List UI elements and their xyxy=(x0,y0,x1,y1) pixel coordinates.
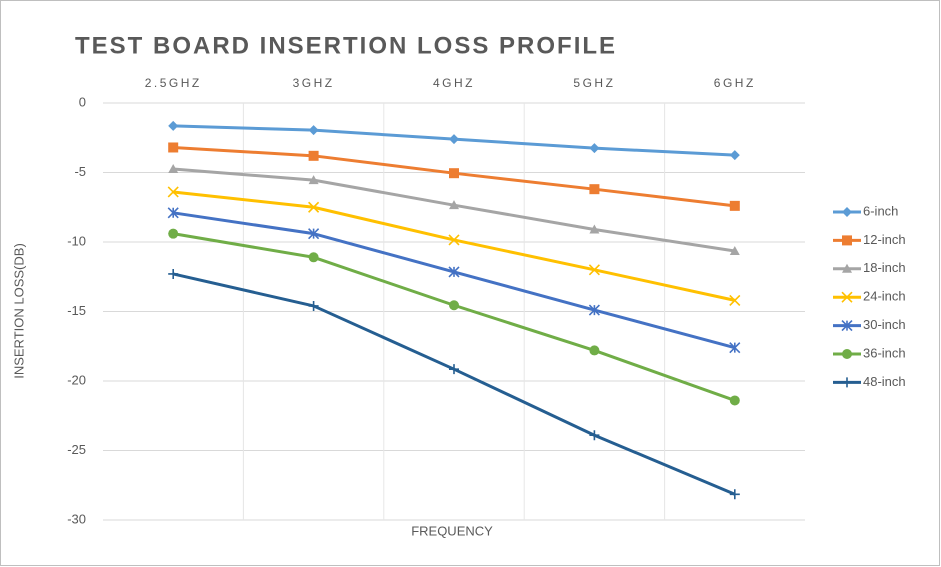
marker xyxy=(308,201,320,213)
marker xyxy=(842,207,852,217)
marker xyxy=(168,228,179,239)
legend-item: 12-inch xyxy=(833,232,906,247)
marker xyxy=(168,120,179,131)
legend-item: 30-inch xyxy=(833,317,906,332)
marker xyxy=(729,395,740,406)
marker xyxy=(308,228,320,240)
x-tick-label: 3GHZ xyxy=(293,76,335,90)
x-tick-label: 2.5GHZ xyxy=(145,76,202,90)
marker xyxy=(308,175,319,185)
marker xyxy=(729,489,740,500)
marker xyxy=(168,268,179,279)
marker xyxy=(842,263,852,273)
legend-item: 24-inch xyxy=(833,289,906,304)
y-tick-label: -15 xyxy=(67,303,86,318)
marker xyxy=(588,304,600,316)
marker xyxy=(588,264,600,276)
legend-label: 36-inch xyxy=(863,345,906,360)
marker xyxy=(448,266,460,278)
legend-item: 48-inch xyxy=(833,374,906,389)
y-tick-label: -20 xyxy=(67,372,86,387)
marker xyxy=(167,186,179,198)
y-tick-label: -30 xyxy=(67,511,86,526)
marker xyxy=(449,300,459,311)
marker xyxy=(729,200,740,211)
marker xyxy=(449,200,459,210)
marker xyxy=(449,364,459,375)
legend-item: 18-inch xyxy=(833,260,906,275)
marker xyxy=(168,164,179,174)
legend-label: 48-inch xyxy=(863,374,906,389)
x-tick-label: 5GHZ xyxy=(573,76,615,90)
marker xyxy=(842,235,852,246)
marker xyxy=(841,320,853,332)
x-axis-label: FREQUENCY xyxy=(411,523,493,538)
legend-item: 36-inch xyxy=(833,345,906,360)
y-tick-label: -25 xyxy=(67,442,86,457)
chart-title: TEST BOARD INSERTION LOSS PROFILE xyxy=(75,32,617,59)
legend-label: 6-inch xyxy=(863,203,898,218)
marker xyxy=(842,377,852,388)
marker xyxy=(167,207,179,219)
x-tick-label: 6GHZ xyxy=(714,76,756,90)
marker xyxy=(308,150,319,161)
marker xyxy=(589,430,600,441)
marker xyxy=(589,345,600,356)
marker xyxy=(589,224,600,234)
marker xyxy=(308,252,319,263)
marker xyxy=(729,342,741,354)
legend-label: 18-inch xyxy=(863,260,906,275)
marker xyxy=(448,234,460,246)
marker xyxy=(308,300,319,311)
x-tick-label: 4GHZ xyxy=(433,76,475,90)
marker xyxy=(168,142,179,153)
marker xyxy=(589,184,600,195)
marker xyxy=(589,143,600,154)
marker xyxy=(729,246,740,256)
y-axis-label: INSERTION LOSS(DB) xyxy=(11,243,26,379)
marker xyxy=(449,168,459,179)
legend-label: 12-inch xyxy=(863,232,906,247)
marker xyxy=(729,294,741,306)
y-tick-label: -10 xyxy=(67,233,86,248)
legend-label: 24-inch xyxy=(863,289,906,304)
legend-item: 6-inch xyxy=(833,203,898,218)
y-tick-label: -5 xyxy=(74,164,86,179)
y-tick-label: 0 xyxy=(79,94,86,109)
marker xyxy=(449,134,459,145)
marker xyxy=(308,125,319,136)
marker xyxy=(842,349,852,359)
legend-label: 30-inch xyxy=(863,317,906,332)
marker xyxy=(729,150,740,161)
marker xyxy=(841,291,853,303)
